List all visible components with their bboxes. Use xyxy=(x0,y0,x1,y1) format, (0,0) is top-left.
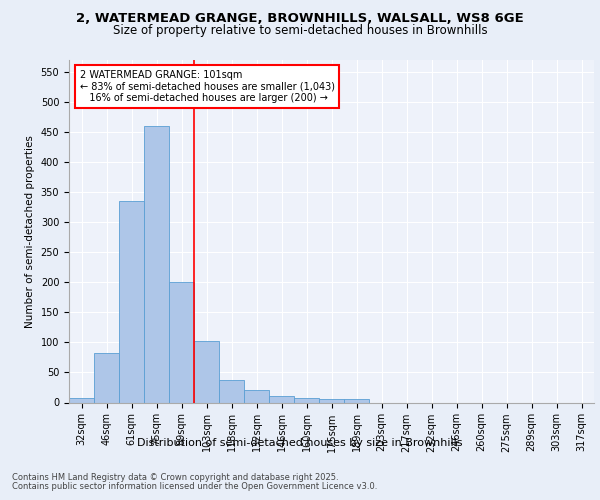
Bar xyxy=(344,400,369,402)
Text: Contains HM Land Registry data © Crown copyright and database right 2025.: Contains HM Land Registry data © Crown c… xyxy=(12,472,338,482)
Bar xyxy=(319,400,344,402)
Text: Distribution of semi-detached houses by size in Brownhills: Distribution of semi-detached houses by … xyxy=(137,438,463,448)
Bar xyxy=(219,380,244,402)
Text: 2 WATERMEAD GRANGE: 101sqm
← 83% of semi-detached houses are smaller (1,043)
   : 2 WATERMEAD GRANGE: 101sqm ← 83% of semi… xyxy=(79,70,335,104)
Bar xyxy=(144,126,169,402)
Bar xyxy=(169,282,194,403)
Bar xyxy=(294,398,319,402)
Bar xyxy=(244,390,269,402)
Text: Size of property relative to semi-detached houses in Brownhills: Size of property relative to semi-detach… xyxy=(113,24,487,37)
Text: 2, WATERMEAD GRANGE, BROWNHILLS, WALSALL, WS8 6GE: 2, WATERMEAD GRANGE, BROWNHILLS, WALSALL… xyxy=(76,12,524,26)
Y-axis label: Number of semi-detached properties: Number of semi-detached properties xyxy=(25,135,35,328)
Bar xyxy=(69,398,94,402)
Bar xyxy=(194,341,219,402)
Bar xyxy=(94,353,119,403)
Text: Contains public sector information licensed under the Open Government Licence v3: Contains public sector information licen… xyxy=(12,482,377,491)
Bar xyxy=(119,201,144,402)
Bar xyxy=(269,396,294,402)
